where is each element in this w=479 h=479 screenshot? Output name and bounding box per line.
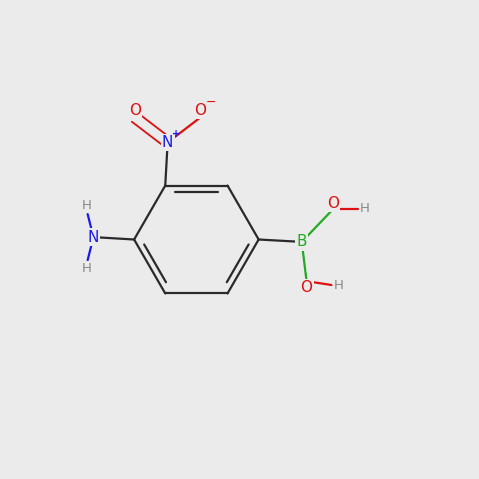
Text: O: O <box>300 280 313 296</box>
Text: O: O <box>129 103 141 118</box>
Text: N: N <box>162 135 173 150</box>
Text: B: B <box>297 234 307 250</box>
Text: H: H <box>81 262 91 275</box>
Text: H: H <box>360 202 370 215</box>
Text: O: O <box>327 196 339 211</box>
Text: N: N <box>88 229 99 245</box>
Text: H: H <box>81 199 91 212</box>
Text: H: H <box>334 279 343 293</box>
Text: +: + <box>172 129 180 139</box>
Text: O: O <box>194 103 206 118</box>
Text: −: − <box>205 96 216 109</box>
